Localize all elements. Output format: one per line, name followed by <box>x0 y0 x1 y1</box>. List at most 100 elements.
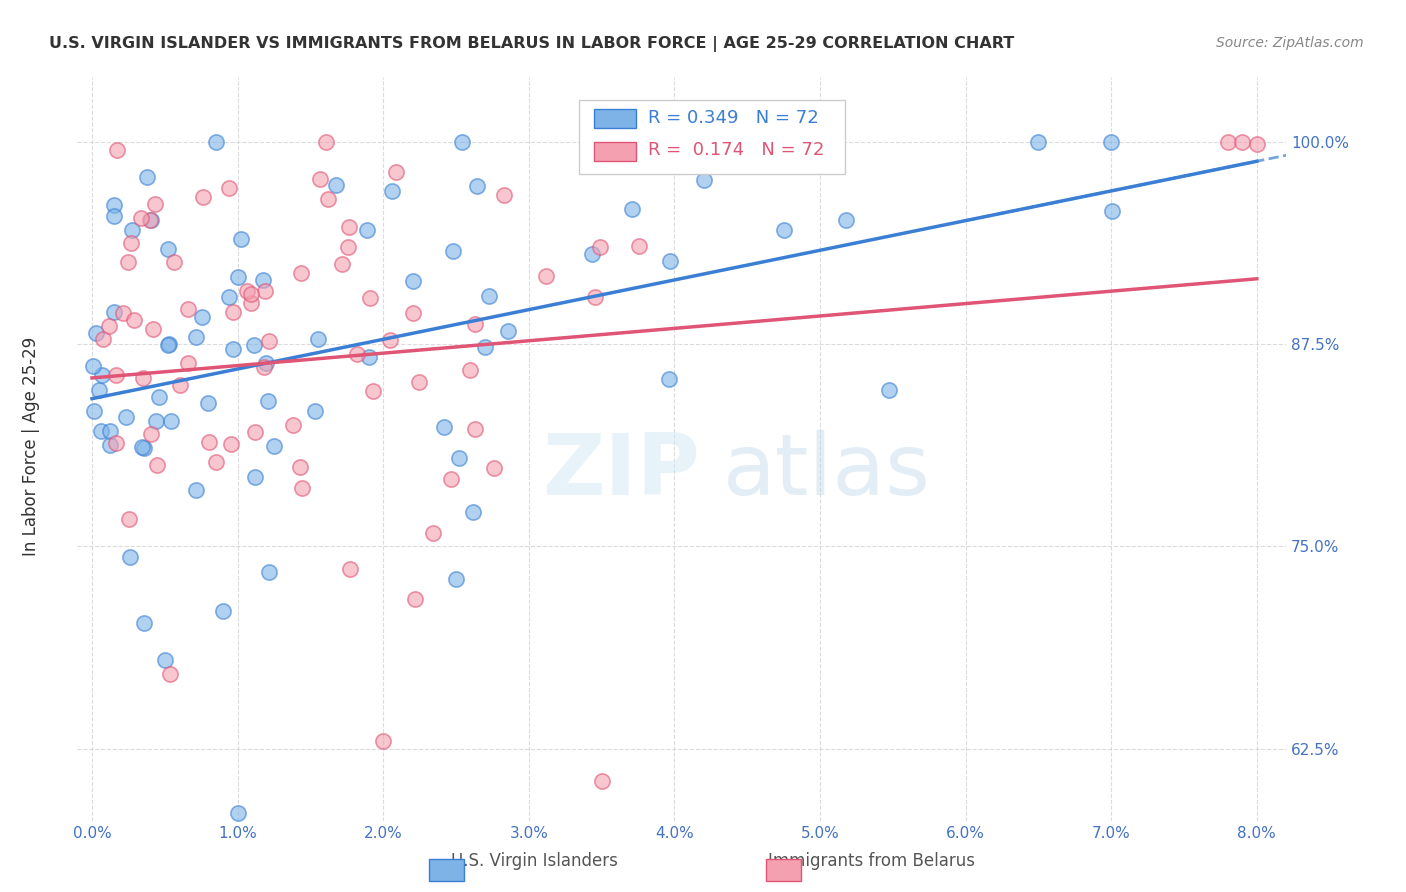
Point <box>373 733 395 747</box>
Point <box>877 383 900 397</box>
Point <box>581 247 603 261</box>
Point <box>117 254 139 268</box>
Point <box>433 420 456 434</box>
Point <box>98 425 121 439</box>
Point <box>465 178 488 193</box>
Point <box>458 363 481 377</box>
Text: Source: ZipAtlas.com: Source: ZipAtlas.com <box>1216 36 1364 50</box>
Point <box>498 324 520 338</box>
Point <box>291 481 314 495</box>
Point <box>380 333 402 347</box>
FancyBboxPatch shape <box>579 100 845 174</box>
Point <box>307 332 329 346</box>
Point <box>218 180 240 194</box>
Point <box>318 192 340 206</box>
Point <box>252 273 274 287</box>
Point <box>336 240 359 254</box>
Point <box>330 257 353 271</box>
Point <box>153 653 176 667</box>
Point <box>82 359 104 374</box>
Point <box>474 340 496 354</box>
Point <box>482 460 505 475</box>
Point <box>120 549 142 564</box>
Point <box>184 483 207 497</box>
Point <box>98 318 121 333</box>
Point <box>205 135 228 149</box>
Point <box>281 418 304 433</box>
Point <box>139 213 162 227</box>
Point <box>1246 136 1268 151</box>
Point <box>464 422 486 436</box>
Point <box>422 525 444 540</box>
Point <box>115 409 138 424</box>
Point <box>254 356 277 370</box>
Point <box>1101 204 1123 219</box>
Point <box>405 591 427 606</box>
Point <box>363 384 385 399</box>
Point <box>620 202 643 217</box>
Point <box>464 318 486 332</box>
Text: Immigrants from Belarus: Immigrants from Belarus <box>768 852 976 870</box>
Point <box>402 274 425 288</box>
Point <box>1028 135 1050 149</box>
Point <box>226 270 249 285</box>
Point <box>534 269 557 284</box>
Point <box>205 455 228 469</box>
Point <box>628 239 651 253</box>
Point <box>222 343 245 357</box>
Point <box>408 375 430 389</box>
Point <box>235 284 257 298</box>
Point <box>160 414 183 428</box>
Point <box>339 562 361 576</box>
Point <box>177 356 200 370</box>
Point <box>156 337 179 351</box>
Text: U.S. Virgin Islanders: U.S. Virgin Islanders <box>451 852 617 870</box>
Point <box>139 426 162 441</box>
Point <box>226 806 249 821</box>
Point <box>290 266 312 280</box>
Text: ZIP: ZIP <box>543 430 700 513</box>
Point <box>239 295 262 310</box>
Point <box>1216 135 1239 149</box>
Text: R =  0.174   N = 72: R = 0.174 N = 72 <box>648 141 824 160</box>
Point <box>91 332 114 346</box>
Point <box>492 188 515 202</box>
Point <box>198 435 221 450</box>
Point <box>658 254 681 268</box>
Point <box>221 305 243 319</box>
Point <box>245 425 267 440</box>
Point <box>163 255 186 269</box>
Point <box>243 469 266 483</box>
Point <box>381 184 404 198</box>
Point <box>583 290 606 304</box>
Point <box>142 322 165 336</box>
Point <box>169 378 191 392</box>
Point <box>692 173 714 187</box>
Point <box>478 289 501 303</box>
Point <box>122 312 145 326</box>
Text: R = 0.349   N = 72: R = 0.349 N = 72 <box>648 109 818 127</box>
Point <box>591 774 613 789</box>
Point <box>256 393 278 408</box>
Point <box>105 435 128 450</box>
Point <box>177 302 200 317</box>
Point <box>229 232 252 246</box>
FancyBboxPatch shape <box>593 142 636 161</box>
Point <box>103 198 125 212</box>
Point <box>132 371 155 385</box>
Point <box>90 425 112 439</box>
Text: In Labor Force | Age 25-29: In Labor Force | Age 25-29 <box>22 336 39 556</box>
Point <box>145 413 167 427</box>
Point <box>834 213 856 227</box>
Point <box>253 359 276 374</box>
Point <box>103 209 125 223</box>
Point <box>257 334 280 349</box>
Point <box>148 390 170 404</box>
Point <box>299 838 322 853</box>
Point <box>589 240 612 254</box>
Point <box>359 291 381 305</box>
Point <box>135 169 157 184</box>
Point <box>91 368 114 383</box>
Point <box>87 383 110 397</box>
Point <box>773 223 796 237</box>
